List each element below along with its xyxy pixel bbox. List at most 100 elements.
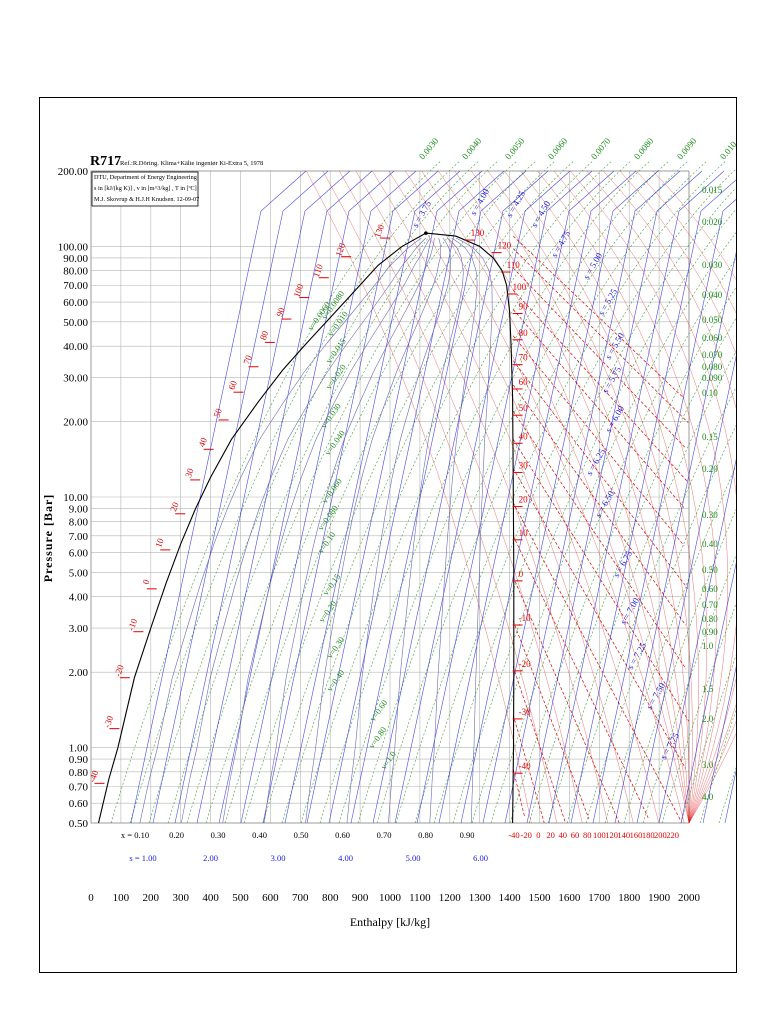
quality-line: [455, 237, 493, 824]
x-tick-label: 1400: [499, 892, 521, 904]
vapor-temp-label: 20: [519, 495, 529, 505]
isentrope-line: [658, 459, 736, 824]
volume-right-label: 0.080: [702, 362, 723, 372]
y-tick-label: 8.00: [69, 516, 89, 528]
grid: [90, 170, 690, 824]
volume-right-label: 0.10: [702, 388, 718, 398]
x-tick-label: 1000: [379, 892, 402, 904]
liquid-temp-label: -20: [112, 663, 126, 678]
vapor-temp-label: 60: [519, 377, 529, 387]
bottom-temp-label: 40: [559, 830, 568, 840]
isochore-line: [509, 286, 736, 824]
isochore-line: [680, 654, 736, 824]
isochore-line: [395, 160, 727, 824]
y-tick-label: 0.60: [69, 798, 89, 810]
vapor-temp-label: 40: [519, 431, 529, 441]
isentrope-line: [174, 170, 351, 824]
x-tick-label: 100: [113, 892, 130, 904]
entropy-top-label: s = 5.75: [600, 365, 623, 395]
entropy-top-label: s = 5.00: [581, 251, 604, 281]
x-tick-label: 1300: [469, 892, 492, 904]
liquid-temp-label: 10: [153, 536, 166, 548]
isentrope-line: [636, 355, 736, 824]
ph-diagram: -40-30-20-100102030405060708090100110120…: [41, 136, 736, 929]
bottom-temp-label: 0: [536, 830, 540, 840]
x-tick-label: 900: [352, 892, 369, 904]
y-tick-label: 20.00: [63, 417, 88, 429]
isochore-line: [110, 160, 442, 824]
quality-line: [305, 237, 442, 824]
isentropes: [130, 170, 736, 824]
liquid-temp-label: 80: [258, 329, 271, 341]
volume-inner-label: v=0.60: [367, 698, 389, 723]
volume-inner-label: v=1.0: [378, 749, 397, 771]
isentrope-line: [680, 562, 736, 824]
volume-top-label: 0.0090: [675, 136, 699, 162]
bottom-temp-label: -20: [521, 830, 532, 840]
bottom-temp-label: 220: [666, 830, 679, 840]
isochore-line: [376, 160, 708, 824]
quality-label: 0.30: [211, 830, 226, 840]
isotherm-vapor-line: [512, 235, 685, 399]
isochore-line: [338, 160, 670, 824]
volume-right-label: 1.5: [702, 684, 714, 694]
x-tick-label: 200: [143, 892, 160, 904]
info-box-line-3: M.J. Skovrup & H.J.H Knudsen. 12-09-07: [94, 196, 199, 203]
vapor-temp-label: 50: [519, 403, 529, 413]
isochore-line: [604, 465, 736, 824]
isochore-line: [300, 160, 632, 824]
isentrope-line: [218, 170, 395, 824]
isochore-line: [566, 386, 736, 824]
vapor-temp-label: 90: [519, 302, 529, 312]
liquid-temp-label: 100: [291, 282, 305, 299]
x-tick-label: 1200: [439, 892, 462, 904]
isochore-line: [528, 317, 736, 824]
y-tick-label: 5.00: [69, 567, 89, 579]
liquid-temp-label: 120: [333, 241, 347, 258]
chart-title: R717: [90, 154, 121, 169]
volume-right-label: 3.0: [702, 760, 714, 770]
x-tick-label: 500: [232, 892, 249, 904]
liquid-temp-label: 40: [197, 436, 210, 448]
isotherm-superheated-line: [520, 170, 699, 824]
vapor-temp-label: 80: [519, 328, 529, 338]
bottom-temp-label: 20: [546, 830, 555, 840]
isentrope-line: [592, 199, 736, 824]
volume-right-label: 0.60: [702, 584, 718, 594]
y-tick-label: 2.00: [69, 667, 89, 679]
entropy-top-label: s = 4.75: [549, 229, 572, 259]
volume-inner-label: v=0.080: [315, 503, 339, 532]
y-tick-label: 90.00: [63, 253, 88, 265]
entropy-bottom-label: 3.00: [271, 853, 286, 863]
y-tick-label: 30.00: [63, 372, 88, 384]
chart-reference: Ref.:R.Döring. Klima+Kälte ingeniør Ki-E…: [120, 160, 263, 167]
x-tick-label: 800: [322, 892, 339, 904]
quality-label: 0.70: [377, 830, 392, 840]
isentrope-line: [306, 170, 483, 824]
isotherm-vapor-line: [512, 769, 526, 818]
isotherm-vapor-line: [512, 248, 689, 423]
volume-top-label: 0.0080: [632, 136, 656, 162]
isentrope-line: [504, 170, 681, 824]
entropy-bottom-label: s = 1.00: [129, 853, 156, 863]
isotherm-vapor-line: [512, 620, 590, 820]
entropy-top-label: s = 6.50: [593, 489, 616, 519]
x-tick-label: 1800: [618, 892, 641, 904]
y-tick-label: 10.00: [63, 492, 88, 504]
isotherms: [306, 170, 736, 824]
volume-right-label: 0.40: [702, 539, 718, 549]
isotherm-superheated-line: [504, 170, 693, 824]
x-tick-label: 1900: [648, 892, 671, 904]
volume-right-label: 0.70: [702, 600, 718, 610]
y-tick-label: 50.00: [63, 317, 88, 329]
isochore-line: [433, 187, 736, 824]
y-tick-label: 100.00: [58, 241, 89, 253]
volume-right-label: 0.050: [702, 315, 723, 325]
volume-right-label: 4.0: [702, 792, 714, 802]
saturation-curve: [97, 231, 515, 824]
liquid-temp-label: -30: [102, 714, 116, 729]
entropy-top-label: s = 4.25: [504, 189, 527, 219]
isotherm-superheated-line: [487, 170, 690, 824]
entropy-top-label: s = 4.50: [529, 199, 552, 229]
isentrope-line: [526, 170, 703, 824]
